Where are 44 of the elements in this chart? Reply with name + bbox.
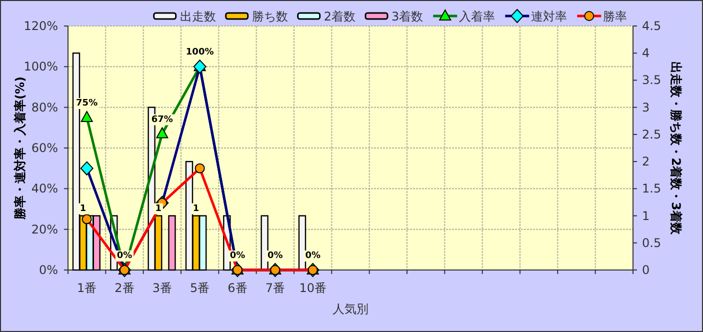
legend-label: 3着数 — [392, 10, 424, 24]
y2-tick-label: 2 — [642, 154, 650, 169]
legend-label: 連対率 — [531, 10, 568, 24]
data-label: 0% — [230, 251, 246, 261]
x-tick-label: 3番 — [152, 281, 172, 295]
data-label: 0% — [305, 251, 320, 261]
x-tick-label: 10番 — [299, 281, 326, 295]
legend-label: 入着率 — [459, 10, 496, 24]
y-tick-label: 60% — [31, 141, 58, 155]
y-tick-label: 0% — [38, 263, 58, 277]
y2-tick-label: 3.5 — [642, 73, 662, 88]
y-axis-title: 勝率・連対率・入着率(%) — [13, 76, 27, 220]
y2-tick-label: 1.5 — [642, 182, 662, 196]
y2-tick-label: 2.5 — [642, 127, 662, 142]
legend-label: 勝率 — [603, 10, 628, 24]
y2-tick-label: 1 — [642, 208, 650, 223]
x-tick-label: 5番 — [190, 281, 210, 295]
x-tick-label: 1番 — [77, 281, 97, 295]
data-label: 100% — [186, 48, 214, 58]
legend-label: 2着数 — [324, 10, 356, 24]
data-label: 1 — [80, 204, 86, 214]
y-tick-label: 120% — [24, 19, 58, 33]
x-tick-label: 2番 — [114, 281, 134, 295]
y-tick-label: 100% — [24, 60, 58, 74]
y2-tick-label: 4.5 — [642, 19, 662, 33]
data-label: 1 — [192, 204, 200, 214]
y2-axis-title: 出走数・勝ち数・2着数・3着数 — [669, 62, 683, 236]
y-tick-label: 20% — [31, 222, 58, 236]
data-label: 75% — [76, 98, 98, 108]
data-label: 0% — [116, 251, 132, 261]
x-tick-label: 6番 — [228, 281, 248, 295]
y2-tick-label: 0.5 — [642, 236, 662, 250]
y2-tick-label: 4 — [642, 46, 650, 60]
data-label: 67% — [151, 114, 173, 125]
y-tick-label: 40% — [31, 182, 58, 196]
legend-label: 勝ち数 — [252, 10, 288, 24]
x-axis-title: 人気別 — [332, 302, 368, 316]
y2-tick-label: 0 — [642, 263, 650, 277]
data-label: 0% — [268, 251, 283, 261]
legend-label: 出走数 — [180, 10, 216, 24]
y2-tick-label: 3 — [642, 100, 650, 114]
x-tick-label: 7番 — [265, 281, 285, 295]
y-tick-label: 80% — [31, 100, 58, 114]
data-label: 1 — [155, 204, 162, 214]
